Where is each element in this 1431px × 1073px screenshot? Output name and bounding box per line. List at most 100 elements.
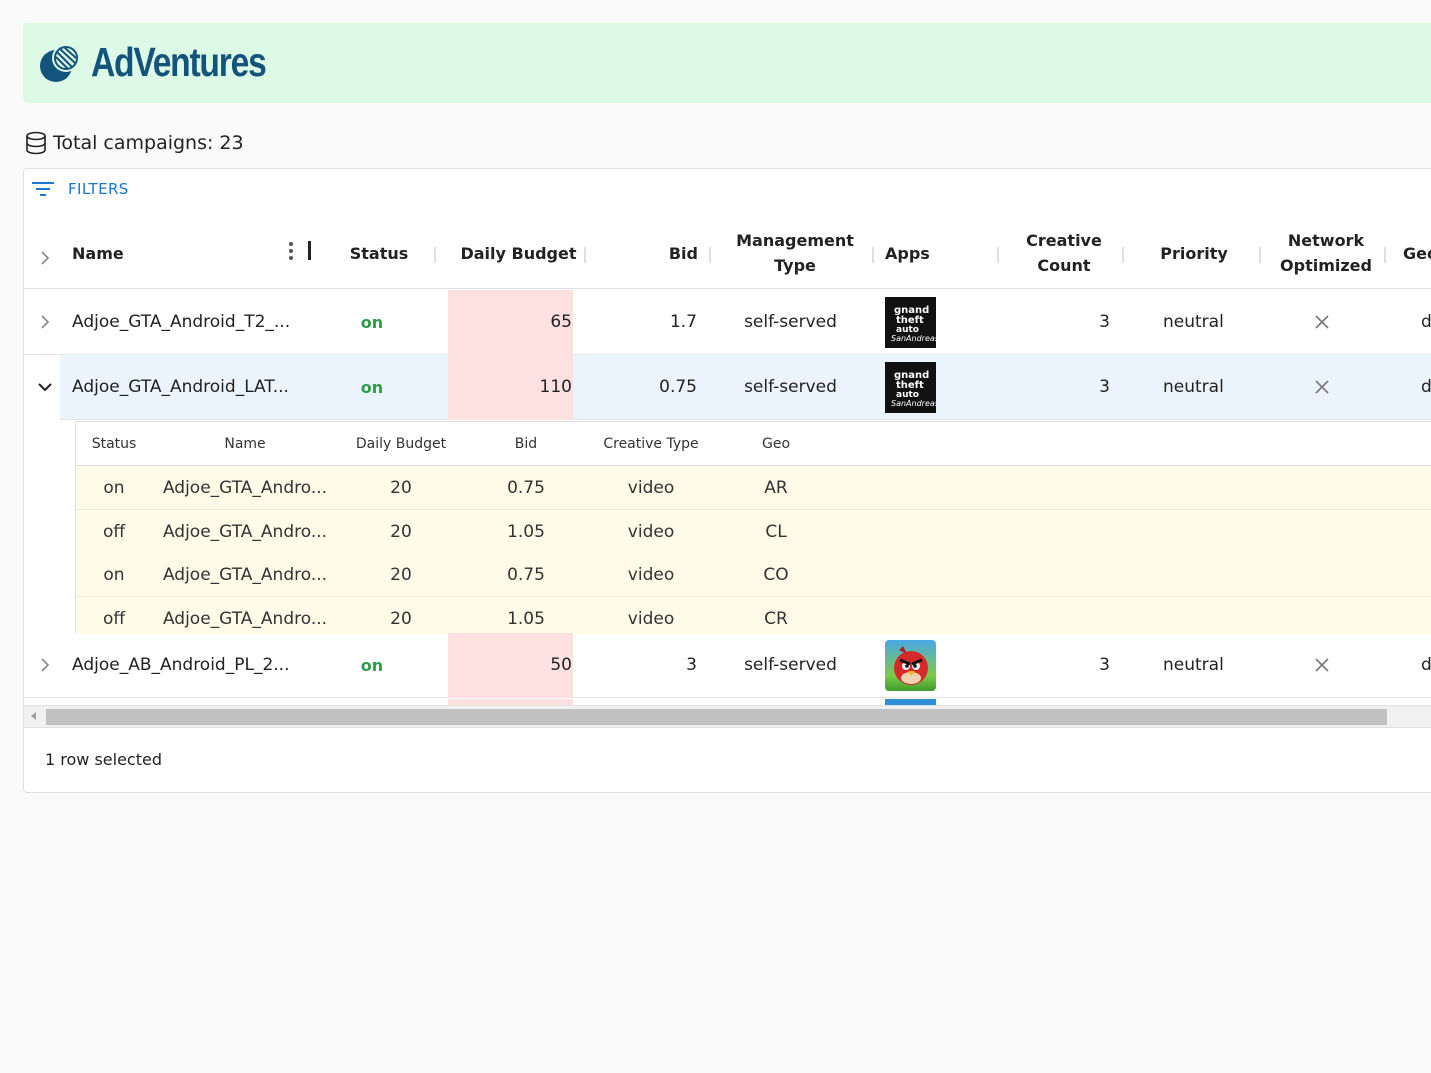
table-row[interactable]: Adjoe_GTA_Android_T2_... on 65 1.7 self-… [24, 290, 1431, 355]
column-header-daily-budget[interactable]: Daily Budget [460, 243, 577, 263]
scroll-left-arrow-icon[interactable] [31, 712, 36, 720]
detail-daily-budget: 20 [390, 609, 412, 629]
campaigns-grid: FILTERS Name Status Daily Budget Bid Man… [23, 168, 1431, 793]
column-separator[interactable] [1384, 247, 1386, 263]
detail-row[interactable]: on Adjoe_GTA_Andro... 20 0.75 video AR [76, 466, 1431, 510]
management-type-value: self-served [744, 312, 837, 332]
detail-bid: 1.05 [507, 609, 545, 629]
detail-row[interactable]: on Adjoe_GTA_Andro... 20 0.75 video CO [76, 553, 1431, 597]
svg-text:gnand: gnand [894, 305, 929, 316]
selection-count: 1 row selected [45, 750, 162, 769]
expand-row-chevron-icon[interactable] [35, 655, 55, 675]
column-header-apps[interactable]: Apps [885, 243, 930, 263]
budget-cell-highlight [448, 633, 573, 698]
detail-geo: AR [764, 478, 788, 498]
bid-value[interactable]: 3 [686, 655, 697, 675]
ad-sets-detail-panel: Status Name Daily Budget Bid Creative Ty… [75, 421, 1431, 634]
bid-value[interactable]: 0.75 [659, 377, 697, 397]
daily-budget-value[interactable]: 50 [550, 655, 572, 675]
detail-name: Adjoe_GTA_Andro... [162, 478, 328, 498]
detail-creative-type: video [627, 478, 675, 498]
management-type-value: self-served [744, 377, 837, 397]
detail-bid: 0.75 [507, 565, 545, 585]
scrollbar-thumb[interactable] [46, 709, 1387, 725]
column-menu-icon[interactable] [288, 241, 294, 261]
column-header-name[interactable]: Name [72, 243, 124, 263]
detail-status: off [102, 609, 126, 629]
detail-bid: 1.05 [507, 522, 545, 542]
campaign-name[interactable]: Adjoe_AB_Android_PL_2... [72, 655, 290, 675]
priority-value[interactable]: neutral [1163, 655, 1224, 675]
expand-row-chevron-icon[interactable] [35, 312, 55, 332]
close-icon [1311, 633, 1333, 697]
column-header-management-type[interactable]: Management Type [724, 217, 866, 289]
column-resize-handle[interactable] [308, 241, 311, 260]
angry-birds-app-icon [885, 640, 936, 691]
detail-row[interactable]: off Adjoe_GTA_Andro... 20 1.05 video CL [76, 510, 1431, 554]
table-row-selected[interactable]: Adjoe_GTA_Android_LAT... on 110 0.75 sel… [60, 355, 1431, 420]
daily-budget-value[interactable]: 110 [539, 377, 572, 397]
daily-budget-value[interactable]: 65 [550, 312, 572, 332]
creative-count-value: 3 [1099, 377, 1110, 397]
geo-value: d [1421, 377, 1431, 397]
column-header-status[interactable]: Status [349, 243, 409, 263]
status-value[interactable]: on [360, 312, 384, 332]
budget-cell-highlight [448, 290, 573, 355]
campaign-name[interactable]: Adjoe_GTA_Android_LAT... [72, 377, 289, 397]
column-separator[interactable] [872, 247, 874, 263]
detail-column-status[interactable]: Status [91, 436, 137, 452]
detail-column-geo[interactable]: Geo [761, 436, 791, 452]
status-value[interactable]: on [360, 377, 384, 397]
grid-footer: 1 row selected [24, 727, 1431, 792]
svg-text:auto: auto [896, 390, 919, 400]
table-row[interactable]: Adjoe_AB_Android_PL_2... on 50 3 self-se… [24, 633, 1431, 698]
detail-creative-type: video [627, 565, 675, 585]
column-header-bid[interactable]: Bid [668, 243, 698, 263]
column-header-management-type-line2: Type [774, 256, 816, 275]
detail-status: on [103, 478, 125, 498]
column-header-creative-count-line1: Creative [1026, 231, 1102, 250]
column-separator[interactable] [584, 247, 586, 263]
filters-button[interactable]: FILTERS [32, 177, 129, 201]
collapse-row-chevron-down-icon[interactable] [35, 377, 55, 397]
expand-all-chevron-icon[interactable] [35, 248, 55, 268]
column-separator[interactable] [709, 247, 711, 263]
filters-label: FILTERS [68, 180, 129, 198]
horizontal-scrollbar[interactable] [24, 705, 1431, 727]
detail-creative-type: video [627, 609, 675, 629]
close-icon [1311, 290, 1333, 354]
status-value[interactable]: on [360, 655, 384, 675]
column-separator[interactable] [997, 247, 999, 263]
priority-value[interactable]: neutral [1163, 377, 1224, 397]
geo-value: d [1421, 655, 1431, 675]
detail-creative-type: video [627, 522, 675, 542]
total-campaigns: Total campaigns: 23 [25, 131, 244, 155]
detail-geo: CR [764, 609, 788, 629]
detail-column-daily-budget[interactable]: Daily Budget [355, 436, 447, 452]
detail-column-bid[interactable]: Bid [514, 436, 538, 452]
column-separator[interactable] [1259, 247, 1261, 263]
budget-cell-highlight [448, 355, 573, 420]
database-icon [26, 131, 46, 155]
column-header-creative-count-line2: Count [1037, 256, 1091, 275]
column-header-creative-count[interactable]: Creative Count [1014, 217, 1114, 289]
column-header-network-optimized-line2: Optimized [1280, 256, 1372, 275]
column-header-network-optimized[interactable]: Network Optimized [1274, 217, 1378, 289]
priority-value[interactable]: neutral [1163, 312, 1224, 332]
bid-value[interactable]: 1.7 [669, 312, 697, 332]
column-separator[interactable] [434, 247, 436, 263]
grid-header-row: Name Status Daily Budget Bid Management … [24, 217, 1431, 289]
detail-row[interactable]: off Adjoe_GTA_Andro... 20 1.05 video CR [76, 597, 1431, 634]
creative-count-value: 3 [1099, 312, 1110, 332]
brand-name: AdVentures [91, 39, 267, 85]
detail-column-creative-type[interactable]: Creative Type [603, 436, 699, 452]
column-header-priority[interactable]: Priority [1160, 243, 1228, 263]
column-header-network-optimized-line1: Network [1287, 231, 1365, 250]
detail-name: Adjoe_GTA_Andro... [162, 565, 328, 585]
detail-column-name[interactable]: Name [224, 436, 266, 452]
detail-header-row: Status Name Daily Budget Bid Creative Ty… [76, 422, 1431, 466]
detail-status: on [103, 565, 125, 585]
column-separator[interactable] [1122, 247, 1124, 263]
column-header-geo[interactable]: Geo [1403, 243, 1431, 263]
campaign-name[interactable]: Adjoe_GTA_Android_T2_... [72, 312, 291, 332]
